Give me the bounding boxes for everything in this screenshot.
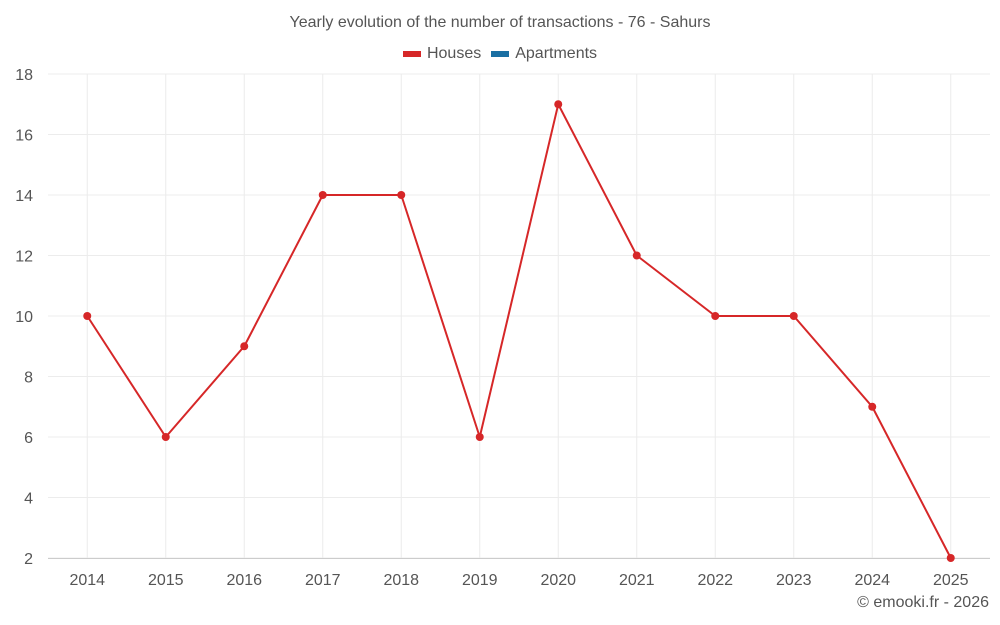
x-tick-label: 2020 [540, 572, 576, 589]
data-point-houses[interactable] [240, 342, 249, 351]
y-tick-label: 2 [24, 551, 33, 568]
data-point-houses[interactable] [83, 312, 92, 320]
credit-text: © emooki.fr - 2026 [857, 594, 989, 611]
x-tick-label: 2021 [619, 572, 655, 589]
legend-item-apartments[interactable]: Apartments [491, 45, 597, 63]
y-tick-label: 10 [15, 309, 33, 326]
x-tick-label: 2018 [383, 572, 419, 589]
x-tick-label: 2019 [462, 572, 498, 589]
data-point-houses[interactable] [475, 433, 484, 441]
y-tick-label: 12 [15, 249, 33, 266]
y-tick-label: 4 [24, 491, 33, 508]
x-tick-label: 2014 [69, 572, 105, 589]
x-tick-label: 2022 [697, 572, 733, 589]
y-tick-label: 16 [15, 128, 33, 145]
legend-label-houses: Houses [426, 45, 482, 62]
data-point-houses[interactable] [397, 191, 406, 199]
data-point-houses[interactable] [789, 312, 798, 320]
x-tick-label: 2025 [933, 572, 969, 589]
legend: Houses Apartments [0, 45, 1000, 63]
x-tick-label: 2023 [776, 572, 812, 589]
x-tick-label: 2016 [226, 572, 262, 589]
x-tick-label: 2024 [854, 572, 890, 589]
data-point-houses[interactable] [946, 554, 955, 562]
y-tick-label: 6 [24, 430, 33, 447]
legend-item-houses[interactable]: Houses [402, 45, 482, 63]
data-point-houses[interactable] [161, 433, 170, 441]
y-tick-label: 18 [15, 67, 33, 84]
data-point-houses[interactable] [554, 100, 563, 109]
data-point-houses[interactable] [632, 251, 641, 260]
data-point-houses[interactable] [868, 402, 877, 411]
legend-swatch-apartments [491, 51, 510, 57]
legend-label-apartments: Apartments [515, 45, 598, 62]
x-tick-label: 2015 [148, 572, 184, 589]
series-line-houses [86, 103, 952, 559]
data-point-houses[interactable] [318, 191, 327, 199]
chart-title: Yearly evolution of the number of transa… [289, 14, 711, 31]
x-tick-label: 2017 [305, 572, 341, 589]
y-tick-label: 14 [15, 188, 33, 205]
data-point-houses[interactable] [711, 312, 720, 320]
y-tick-label: 8 [24, 370, 33, 387]
legend-swatch-houses [402, 51, 421, 57]
